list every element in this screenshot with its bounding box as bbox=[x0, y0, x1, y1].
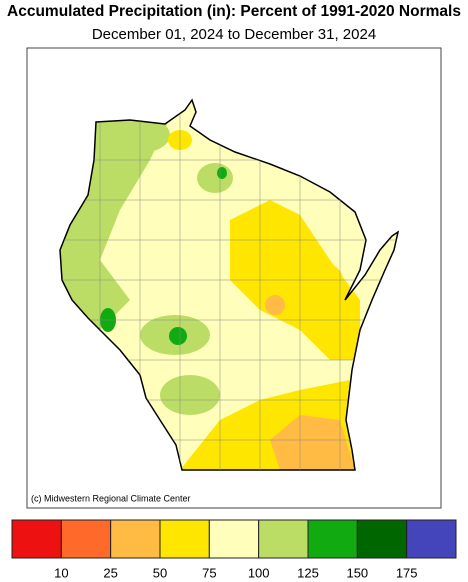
legend-tick-label: 25 bbox=[103, 565, 117, 580]
legend-swatch bbox=[60, 519, 112, 559]
legend: 10 25 50 75 100 125 150 175 bbox=[11, 519, 457, 580]
legend-tick-label: 175 bbox=[396, 565, 418, 580]
legend-tick-label: 125 bbox=[297, 565, 319, 580]
legend-swatch bbox=[406, 519, 457, 559]
subtitle: December 01, 2024 to December 31, 2024 bbox=[92, 26, 376, 43]
legend-tick-label: 50 bbox=[153, 565, 167, 580]
legend-tick-label: 10 bbox=[54, 565, 68, 580]
legend-tick-label: 100 bbox=[248, 565, 270, 580]
state-outline bbox=[59, 98, 400, 471]
legend-swatch bbox=[208, 519, 260, 559]
legend-tick-label: 75 bbox=[202, 565, 216, 580]
legend-tick-label: 150 bbox=[346, 565, 368, 580]
legend-swatch bbox=[356, 519, 408, 559]
legend-swatch bbox=[307, 519, 358, 559]
county-lines bbox=[60, 100, 398, 470]
legend-swatch bbox=[11, 519, 62, 559]
legend-swatch bbox=[110, 519, 161, 559]
credit: (c) Midwestern Regional Climate Center bbox=[31, 493, 191, 503]
credit-box bbox=[28, 492, 188, 506]
title: Accumulated Precipitation (in): Percent … bbox=[7, 3, 461, 20]
legend-swatch bbox=[258, 519, 309, 559]
legend-swatch bbox=[159, 519, 210, 559]
